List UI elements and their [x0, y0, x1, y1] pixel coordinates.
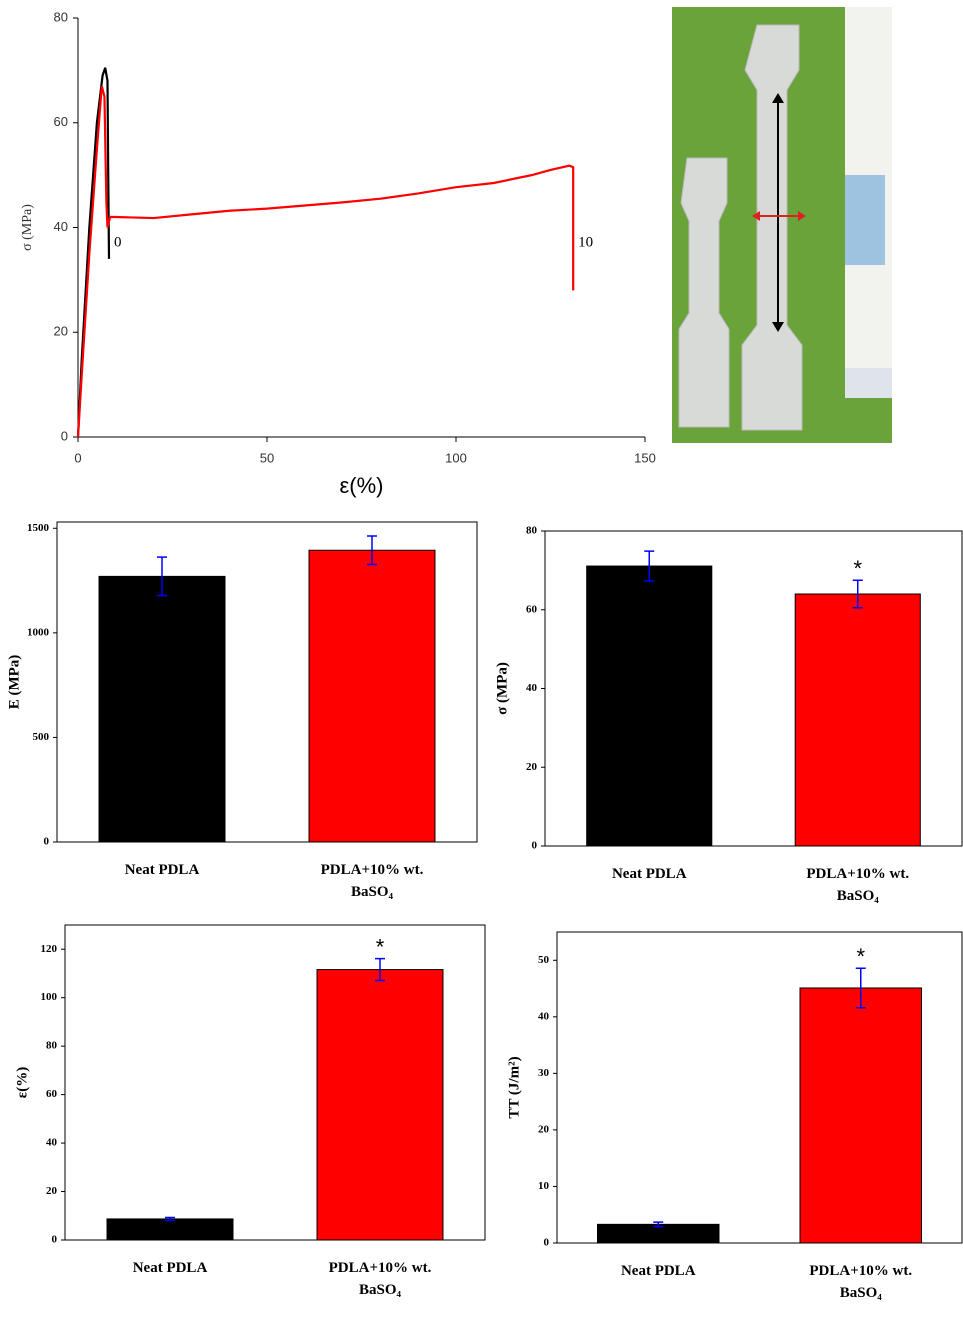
y-tick-label: 30 — [538, 1067, 550, 1079]
y-tick-label: 0 — [61, 428, 68, 443]
error-bar — [644, 550, 655, 582]
error-bar — [157, 556, 167, 597]
x-tick-label: Neat PDLA — [124, 862, 200, 878]
y-tick-label: 10 — [538, 1180, 550, 1192]
x-tick-label: PDLA+10% wt. BaSO₄ — [809, 1263, 913, 1301]
x-tick-label: PDLA+10% wt. BaSO₄ — [806, 866, 910, 904]
y-axis-title: σ (MPa) — [494, 662, 510, 715]
x-tick-label: PDLA+10% wt. BaSO₄ — [320, 862, 424, 900]
y-tick-label: 80 — [54, 9, 68, 24]
y-tick-label: 0 — [532, 840, 538, 852]
curve-label: 0 — [114, 234, 122, 250]
x-tick-label: 50 — [260, 450, 274, 465]
y-axis-title: ε(%) — [14, 1067, 30, 1098]
y-tick-label: 40 — [54, 219, 68, 234]
bar — [586, 565, 713, 847]
x-tick-label: Neat PDLA — [611, 866, 687, 882]
error-bar — [375, 957, 385, 982]
y-tick-label: 1000 — [27, 626, 50, 638]
curve — [76, 67, 111, 438]
y-axis-title: σ (MPa) — [20, 204, 35, 251]
plot-frame — [556, 931, 963, 1244]
x-tick-label: Neat PDLA — [132, 1260, 208, 1276]
y-tick-label: 20 — [538, 1123, 550, 1135]
y-tick-label: 60 — [54, 114, 68, 129]
x-tick-label: 100 — [445, 450, 467, 465]
x-tick-label: 0 — [74, 450, 81, 465]
bar — [799, 987, 922, 1244]
bar — [316, 969, 444, 1241]
y-axis-title: E (MPa) — [6, 655, 22, 710]
y-tick-label: 20 — [54, 324, 68, 339]
y-tick-label: 0 — [44, 836, 50, 848]
y-tick-label: 40 — [46, 1137, 58, 1149]
y-tick-label: 80 — [526, 525, 538, 537]
x-axis-title: ε(%) — [339, 473, 383, 498]
y-tick-label: 120 — [41, 943, 58, 955]
y-tick-label: 0 — [52, 1234, 58, 1246]
x-tick-label: PDLA+10% wt. BaSO₄ — [328, 1260, 432, 1298]
error-bar — [367, 535, 377, 566]
bar — [106, 1218, 234, 1241]
plot-frame — [56, 521, 478, 843]
y-tick-label: 40 — [538, 1010, 550, 1022]
significance-mark: * — [856, 944, 865, 969]
bar — [98, 575, 226, 843]
curve-label: 10 — [578, 234, 593, 250]
bar — [308, 549, 436, 843]
y-tick-label: 80 — [46, 1040, 58, 1052]
y-tick-label: 500 — [33, 731, 50, 743]
y-tick-label: 40 — [526, 682, 538, 694]
y-tick-label: 1500 — [27, 522, 50, 534]
error-bar — [653, 1221, 664, 1228]
y-tick-label: 20 — [526, 761, 538, 773]
y-tick-label: 60 — [526, 603, 538, 615]
bar — [794, 593, 921, 847]
error-bar — [165, 1216, 175, 1222]
x-tick-label: Neat PDLA — [620, 1263, 696, 1279]
y-tick-label: 100 — [41, 991, 58, 1003]
y-tick-label: 60 — [46, 1088, 58, 1100]
y-tick-label: 0 — [544, 1237, 550, 1249]
significance-mark: * — [376, 934, 385, 959]
error-bar — [852, 579, 863, 609]
plot-frame — [64, 924, 486, 1241]
y-axis-title: TT (J/m²) — [506, 1056, 522, 1118]
significance-mark: * — [853, 556, 862, 581]
x-tick-label: 150 — [634, 450, 656, 465]
curve — [76, 85, 575, 438]
y-tick-label: 20 — [46, 1185, 58, 1197]
specimen-photo — [672, 7, 892, 443]
error-bar — [855, 967, 866, 1009]
y-tick-label: 50 — [538, 954, 550, 966]
